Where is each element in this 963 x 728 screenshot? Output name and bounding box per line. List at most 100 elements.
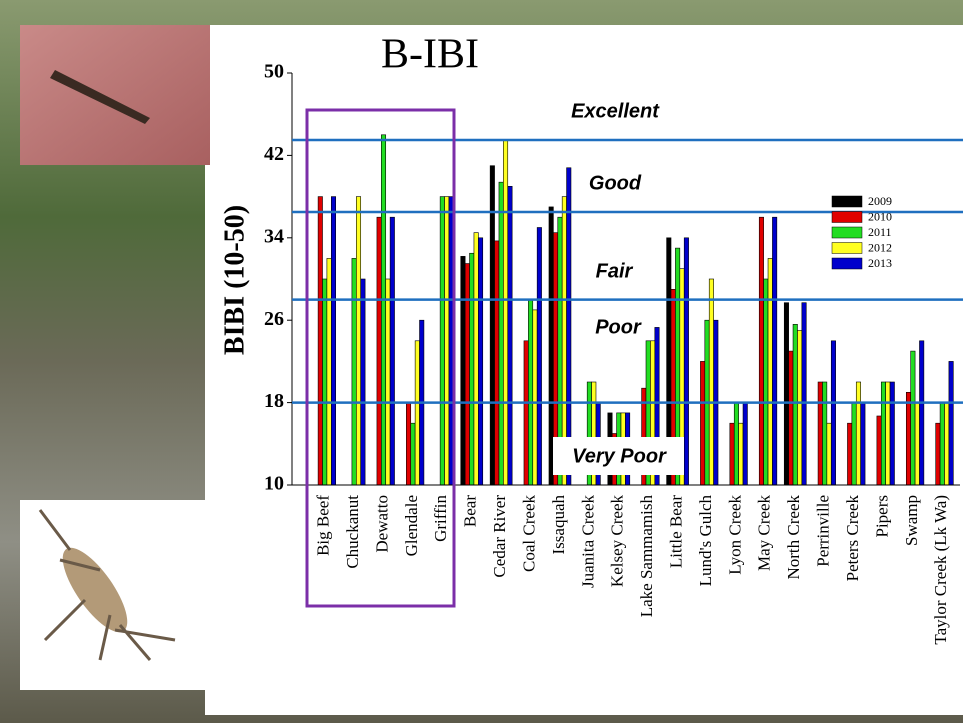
x-tick-label: May Creek: [755, 495, 774, 572]
y-tick-label: 18: [264, 390, 284, 412]
bar: [478, 238, 482, 485]
x-tick-label: Cedar River: [490, 495, 509, 578]
y-tick-label: 10: [264, 473, 284, 495]
x-tick-label: Little Bear: [667, 495, 686, 569]
bar: [919, 341, 923, 485]
bar: [822, 382, 826, 485]
bar: [877, 416, 881, 485]
x-tick-label: Swamp: [902, 495, 921, 546]
bar: [470, 253, 474, 485]
zone-label: Fair: [596, 260, 634, 282]
bar: [861, 403, 865, 485]
bar: [789, 351, 793, 485]
bar: [881, 382, 885, 485]
bar: [940, 403, 944, 485]
legend-swatch: [832, 258, 862, 269]
bar: [508, 186, 512, 485]
x-tick-label: Peters Creek: [843, 495, 862, 582]
legend-swatch: [832, 196, 862, 207]
bar: [856, 382, 860, 485]
bar: [764, 279, 768, 485]
bar: [847, 423, 851, 485]
bar: [327, 258, 331, 485]
x-tick-label: Coal Creek: [519, 495, 538, 572]
legend-swatch: [832, 227, 862, 238]
y-axis-label: BIBI (10-50): [219, 205, 250, 355]
bar: [474, 233, 478, 485]
legend-label: 2013: [868, 256, 892, 270]
bar: [743, 403, 747, 485]
x-tick-label: Lake Sammamish: [637, 495, 656, 618]
bar: [700, 361, 704, 485]
chart-title: B-IBI: [381, 32, 479, 78]
bar: [772, 217, 776, 485]
bar: [445, 197, 449, 485]
bar: [549, 207, 553, 485]
x-tick-label: Pipers: [872, 495, 891, 538]
bar: [356, 197, 360, 485]
x-tick-label: Kelsey Creek: [608, 495, 627, 588]
x-tick-label: North Creek: [784, 495, 803, 580]
bar: [890, 382, 894, 485]
zone-label: Poor: [595, 316, 642, 338]
x-tick-label: Juanita Creek: [578, 495, 597, 588]
bar: [852, 403, 856, 485]
x-tick-label: Dewatto: [372, 495, 391, 553]
x-tick-label: Issaquah: [549, 495, 568, 555]
bar: [490, 166, 494, 485]
bar: [734, 403, 738, 485]
bar: [730, 423, 734, 485]
insect-photo-1: [20, 25, 210, 165]
x-tick-label: Chuckanut: [343, 495, 362, 569]
bar: [936, 423, 940, 485]
bar: [793, 324, 797, 485]
bar: [949, 361, 953, 485]
bar: [440, 197, 444, 485]
bar: [465, 264, 469, 485]
bar: [759, 217, 763, 485]
legend-label: 2012: [868, 240, 892, 254]
bar: [461, 256, 465, 485]
bar: [831, 341, 835, 485]
bar: [797, 331, 801, 486]
legend-label: 2009: [868, 194, 892, 208]
bar: [537, 228, 541, 486]
bar: [802, 303, 806, 485]
bar: [886, 382, 890, 485]
x-tick-label: Lyon Creek: [725, 495, 744, 575]
bar: [818, 382, 822, 485]
x-tick-label: Griffin: [431, 495, 450, 542]
x-tick-label: Bear: [461, 495, 480, 527]
bar: [406, 403, 410, 485]
bar: [415, 341, 419, 485]
bar: [533, 310, 537, 485]
bar: [784, 303, 788, 485]
bar: [684, 238, 688, 485]
bar: [911, 351, 915, 485]
bar: [323, 279, 327, 485]
bar: [524, 341, 528, 485]
bar: [386, 279, 390, 485]
x-tick-label: Glendale: [402, 495, 421, 556]
zone-label: Good: [589, 172, 642, 194]
bar: [495, 241, 499, 485]
bar: [331, 197, 335, 485]
legend-swatch: [832, 243, 862, 254]
bar: [944, 403, 948, 485]
slide: B-IBI BIBI (10-50) 101826344250Big BeefC…: [0, 0, 963, 723]
bar: [390, 217, 394, 485]
bar: [827, 423, 831, 485]
bar: [709, 279, 713, 485]
legend-label: 2010: [868, 209, 892, 223]
x-tick-label: Big Beef: [314, 495, 333, 556]
bar: [381, 135, 385, 485]
bar: [377, 217, 381, 485]
legend-label: 2011: [868, 225, 892, 239]
bar: [739, 423, 743, 485]
y-tick-label: 26: [264, 308, 284, 330]
bar: [906, 392, 910, 485]
bar: [499, 182, 503, 485]
y-tick-label: 34: [264, 225, 284, 247]
x-tick-label: Taylor Creek (Lk Wa): [931, 495, 950, 645]
zone-label: Very Poor: [572, 445, 667, 467]
